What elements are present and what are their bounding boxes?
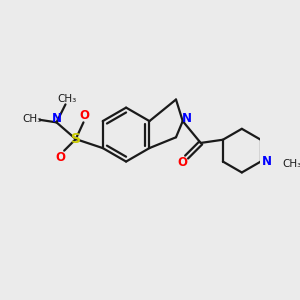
Text: CH₃: CH₃ xyxy=(22,113,42,124)
Text: N: N xyxy=(52,112,62,125)
Text: O: O xyxy=(55,151,65,164)
Text: O: O xyxy=(177,156,187,169)
Text: CH₃: CH₃ xyxy=(282,159,300,169)
Text: CH₃: CH₃ xyxy=(57,94,76,104)
Text: O: O xyxy=(80,109,90,122)
Text: N: N xyxy=(182,112,192,125)
Text: N: N xyxy=(261,155,272,168)
Text: S: S xyxy=(71,132,81,146)
